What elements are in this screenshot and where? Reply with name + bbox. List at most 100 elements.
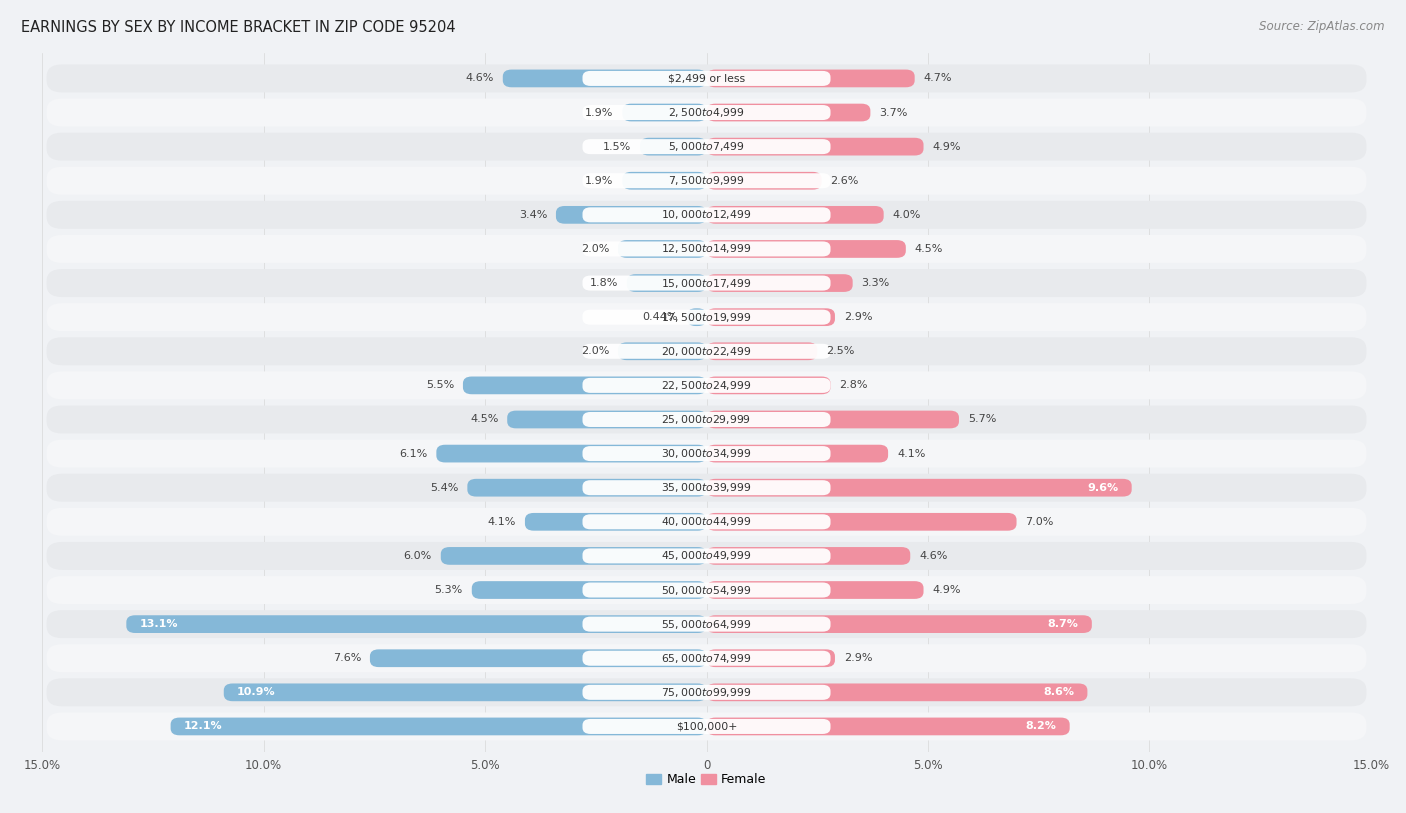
Text: $12,500 to $14,999: $12,500 to $14,999 <box>661 242 752 255</box>
Text: 1.8%: 1.8% <box>589 278 617 288</box>
FancyBboxPatch shape <box>706 718 1070 735</box>
Text: 2.5%: 2.5% <box>827 346 855 356</box>
FancyBboxPatch shape <box>706 479 1132 497</box>
Text: $50,000 to $54,999: $50,000 to $54,999 <box>661 584 752 597</box>
Text: 7.6%: 7.6% <box>333 653 361 663</box>
FancyBboxPatch shape <box>46 542 1367 570</box>
FancyBboxPatch shape <box>46 167 1367 195</box>
Text: $55,000 to $64,999: $55,000 to $64,999 <box>661 618 752 631</box>
FancyBboxPatch shape <box>623 172 706 189</box>
FancyBboxPatch shape <box>582 105 831 120</box>
Text: 2.0%: 2.0% <box>581 244 609 254</box>
Text: 3.3%: 3.3% <box>862 278 890 288</box>
FancyBboxPatch shape <box>582 310 831 324</box>
Text: 4.5%: 4.5% <box>470 415 498 424</box>
Text: 2.9%: 2.9% <box>844 653 872 663</box>
Text: 6.0%: 6.0% <box>404 551 432 561</box>
Text: 4.5%: 4.5% <box>915 244 943 254</box>
FancyBboxPatch shape <box>627 274 706 292</box>
FancyBboxPatch shape <box>370 650 706 667</box>
Text: 0.44%: 0.44% <box>643 312 678 322</box>
FancyBboxPatch shape <box>46 474 1367 502</box>
FancyBboxPatch shape <box>582 276 831 290</box>
FancyBboxPatch shape <box>582 616 831 632</box>
FancyBboxPatch shape <box>706 376 831 394</box>
Text: $45,000 to $49,999: $45,000 to $49,999 <box>661 550 752 563</box>
FancyBboxPatch shape <box>582 378 831 393</box>
FancyBboxPatch shape <box>582 685 831 700</box>
FancyBboxPatch shape <box>46 64 1367 93</box>
FancyBboxPatch shape <box>46 644 1367 672</box>
Text: $40,000 to $44,999: $40,000 to $44,999 <box>661 515 752 528</box>
Text: $65,000 to $74,999: $65,000 to $74,999 <box>661 652 752 665</box>
FancyBboxPatch shape <box>582 549 831 563</box>
Text: 12.1%: 12.1% <box>184 721 222 732</box>
FancyBboxPatch shape <box>617 240 706 258</box>
FancyBboxPatch shape <box>46 235 1367 263</box>
Text: $15,000 to $17,499: $15,000 to $17,499 <box>661 276 752 289</box>
Text: 6.1%: 6.1% <box>399 449 427 459</box>
FancyBboxPatch shape <box>706 172 821 189</box>
FancyBboxPatch shape <box>706 308 835 326</box>
FancyBboxPatch shape <box>46 712 1367 741</box>
FancyBboxPatch shape <box>582 412 831 427</box>
Text: 3.4%: 3.4% <box>519 210 547 220</box>
FancyBboxPatch shape <box>640 137 706 155</box>
FancyBboxPatch shape <box>582 344 831 359</box>
FancyBboxPatch shape <box>582 71 831 86</box>
FancyBboxPatch shape <box>463 376 706 394</box>
Text: 5.3%: 5.3% <box>434 585 463 595</box>
Text: 3.7%: 3.7% <box>879 107 908 118</box>
FancyBboxPatch shape <box>706 342 817 360</box>
FancyBboxPatch shape <box>706 240 905 258</box>
Text: 4.9%: 4.9% <box>932 585 960 595</box>
Text: $25,000 to $29,999: $25,000 to $29,999 <box>661 413 752 426</box>
FancyBboxPatch shape <box>46 406 1367 433</box>
FancyBboxPatch shape <box>46 508 1367 536</box>
Text: 5.5%: 5.5% <box>426 380 454 390</box>
FancyBboxPatch shape <box>582 173 831 189</box>
FancyBboxPatch shape <box>706 650 835 667</box>
FancyBboxPatch shape <box>46 610 1367 638</box>
Text: 2.0%: 2.0% <box>581 346 609 356</box>
Text: 4.1%: 4.1% <box>897 449 925 459</box>
FancyBboxPatch shape <box>582 719 831 734</box>
Text: $5,000 to $7,499: $5,000 to $7,499 <box>668 140 745 153</box>
Text: 1.9%: 1.9% <box>585 107 613 118</box>
Text: $2,499 or less: $2,499 or less <box>668 73 745 84</box>
Text: 4.0%: 4.0% <box>893 210 921 220</box>
FancyBboxPatch shape <box>472 581 706 599</box>
FancyBboxPatch shape <box>555 206 706 224</box>
FancyBboxPatch shape <box>46 372 1367 399</box>
Text: 8.7%: 8.7% <box>1047 620 1078 629</box>
FancyBboxPatch shape <box>706 513 1017 531</box>
FancyBboxPatch shape <box>706 274 852 292</box>
Text: $17,500 to $19,999: $17,500 to $19,999 <box>661 311 752 324</box>
Text: 4.7%: 4.7% <box>924 73 952 84</box>
FancyBboxPatch shape <box>582 139 831 154</box>
FancyBboxPatch shape <box>46 678 1367 706</box>
FancyBboxPatch shape <box>706 615 1092 633</box>
FancyBboxPatch shape <box>706 445 889 463</box>
FancyBboxPatch shape <box>706 411 959 428</box>
FancyBboxPatch shape <box>503 70 706 87</box>
FancyBboxPatch shape <box>582 241 831 256</box>
Text: $2,500 to $4,999: $2,500 to $4,999 <box>668 106 745 119</box>
Text: 5.7%: 5.7% <box>967 415 997 424</box>
Text: 13.1%: 13.1% <box>139 620 179 629</box>
FancyBboxPatch shape <box>436 445 706 463</box>
FancyBboxPatch shape <box>706 581 924 599</box>
FancyBboxPatch shape <box>617 342 706 360</box>
FancyBboxPatch shape <box>467 479 706 497</box>
Text: $20,000 to $22,499: $20,000 to $22,499 <box>661 345 752 358</box>
FancyBboxPatch shape <box>127 615 706 633</box>
FancyBboxPatch shape <box>582 515 831 529</box>
FancyBboxPatch shape <box>440 547 706 565</box>
FancyBboxPatch shape <box>582 480 831 495</box>
FancyBboxPatch shape <box>170 718 706 735</box>
Text: 1.9%: 1.9% <box>585 176 613 185</box>
Text: 4.6%: 4.6% <box>465 73 494 84</box>
Text: $30,000 to $34,999: $30,000 to $34,999 <box>661 447 752 460</box>
Text: 4.1%: 4.1% <box>488 517 516 527</box>
FancyBboxPatch shape <box>582 446 831 461</box>
